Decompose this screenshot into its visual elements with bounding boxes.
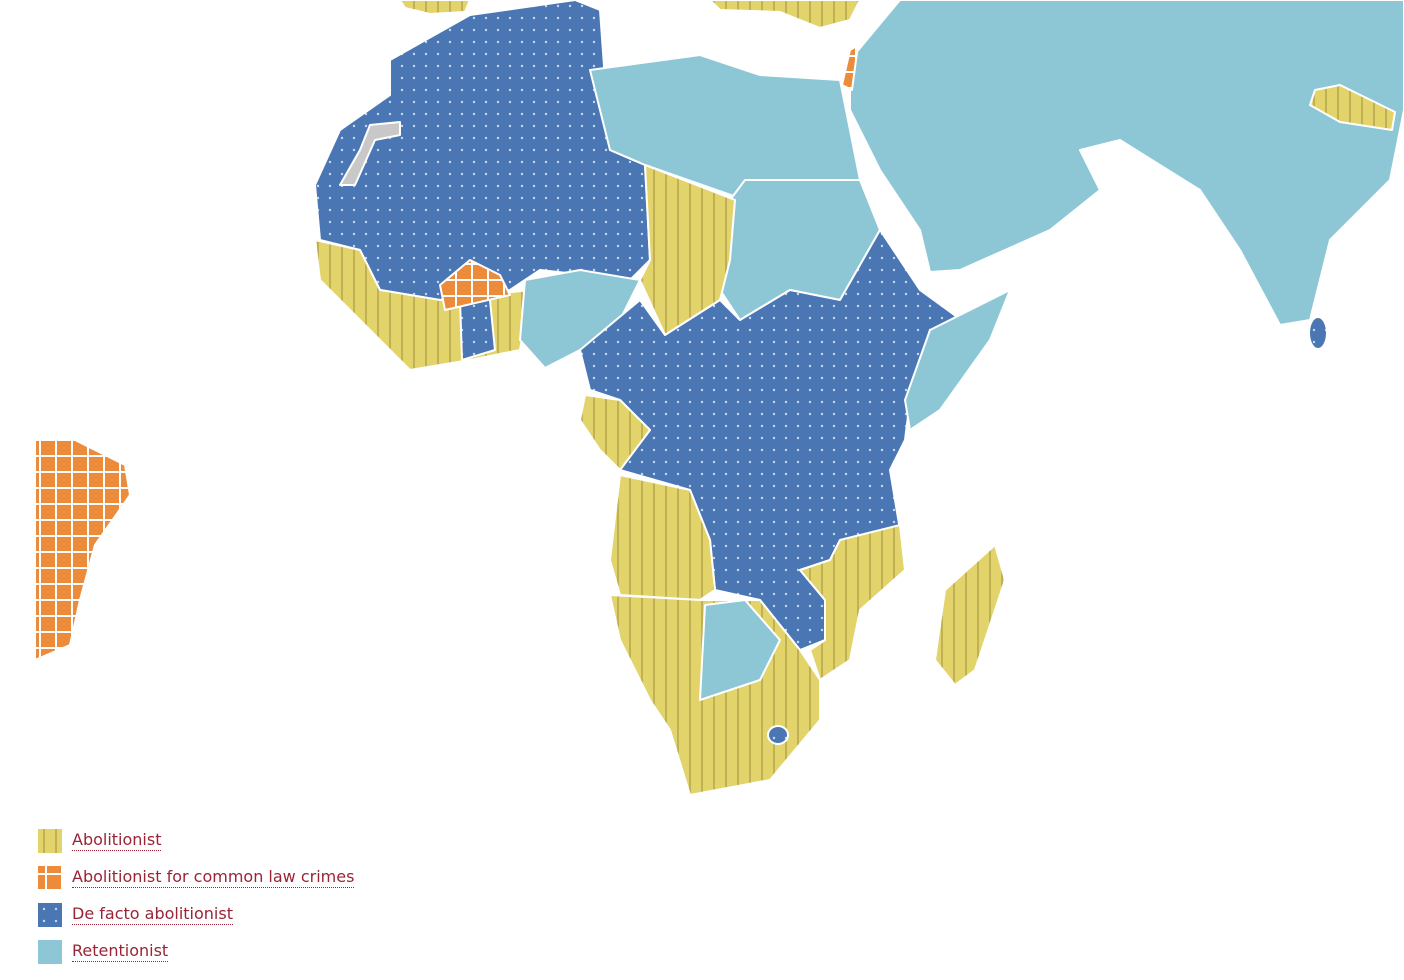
region	[849, 0, 1404, 326]
legend-item: Abolitionist	[38, 822, 354, 859]
region	[459, 299, 496, 361]
legend-swatch	[38, 902, 62, 927]
swatch-fill	[38, 939, 62, 964]
legend: Abolitionist Abolitionist for common law …	[38, 822, 355, 970]
region	[439, 259, 511, 311]
region	[767, 725, 789, 745]
legend-link[interactable]: Abolitionist	[72, 830, 162, 851]
legend-item: Retentionist	[38, 933, 354, 970]
region	[709, 0, 861, 29]
region	[799, 524, 906, 681]
region	[934, 544, 1006, 686]
region	[904, 289, 1011, 431]
legend-swatch	[38, 828, 62, 853]
region	[609, 474, 716, 601]
legend-link[interactable]: De facto abolitionist	[72, 904, 233, 925]
legend-item: De facto abolitionist	[38, 896, 354, 933]
legend-link[interactable]: Retentionist	[72, 941, 169, 962]
region	[841, 44, 859, 91]
region	[1309, 84, 1396, 131]
legend-swatch	[38, 865, 62, 890]
legend-link[interactable]: Abolitionist for common law crimes	[72, 867, 355, 888]
countries	[34, 0, 1404, 796]
region	[579, 394, 651, 471]
map	[34, 0, 1404, 796]
legend-swatch	[38, 939, 62, 964]
region	[34, 439, 131, 661]
region	[339, 121, 401, 186]
swatch-fill	[38, 865, 62, 890]
swatch-fill	[38, 902, 62, 927]
region	[399, 0, 471, 15]
legend-item: Abolitionist for common law crimes	[38, 859, 355, 896]
region	[1308, 316, 1328, 350]
swatch-fill	[38, 828, 62, 853]
region	[699, 599, 781, 701]
